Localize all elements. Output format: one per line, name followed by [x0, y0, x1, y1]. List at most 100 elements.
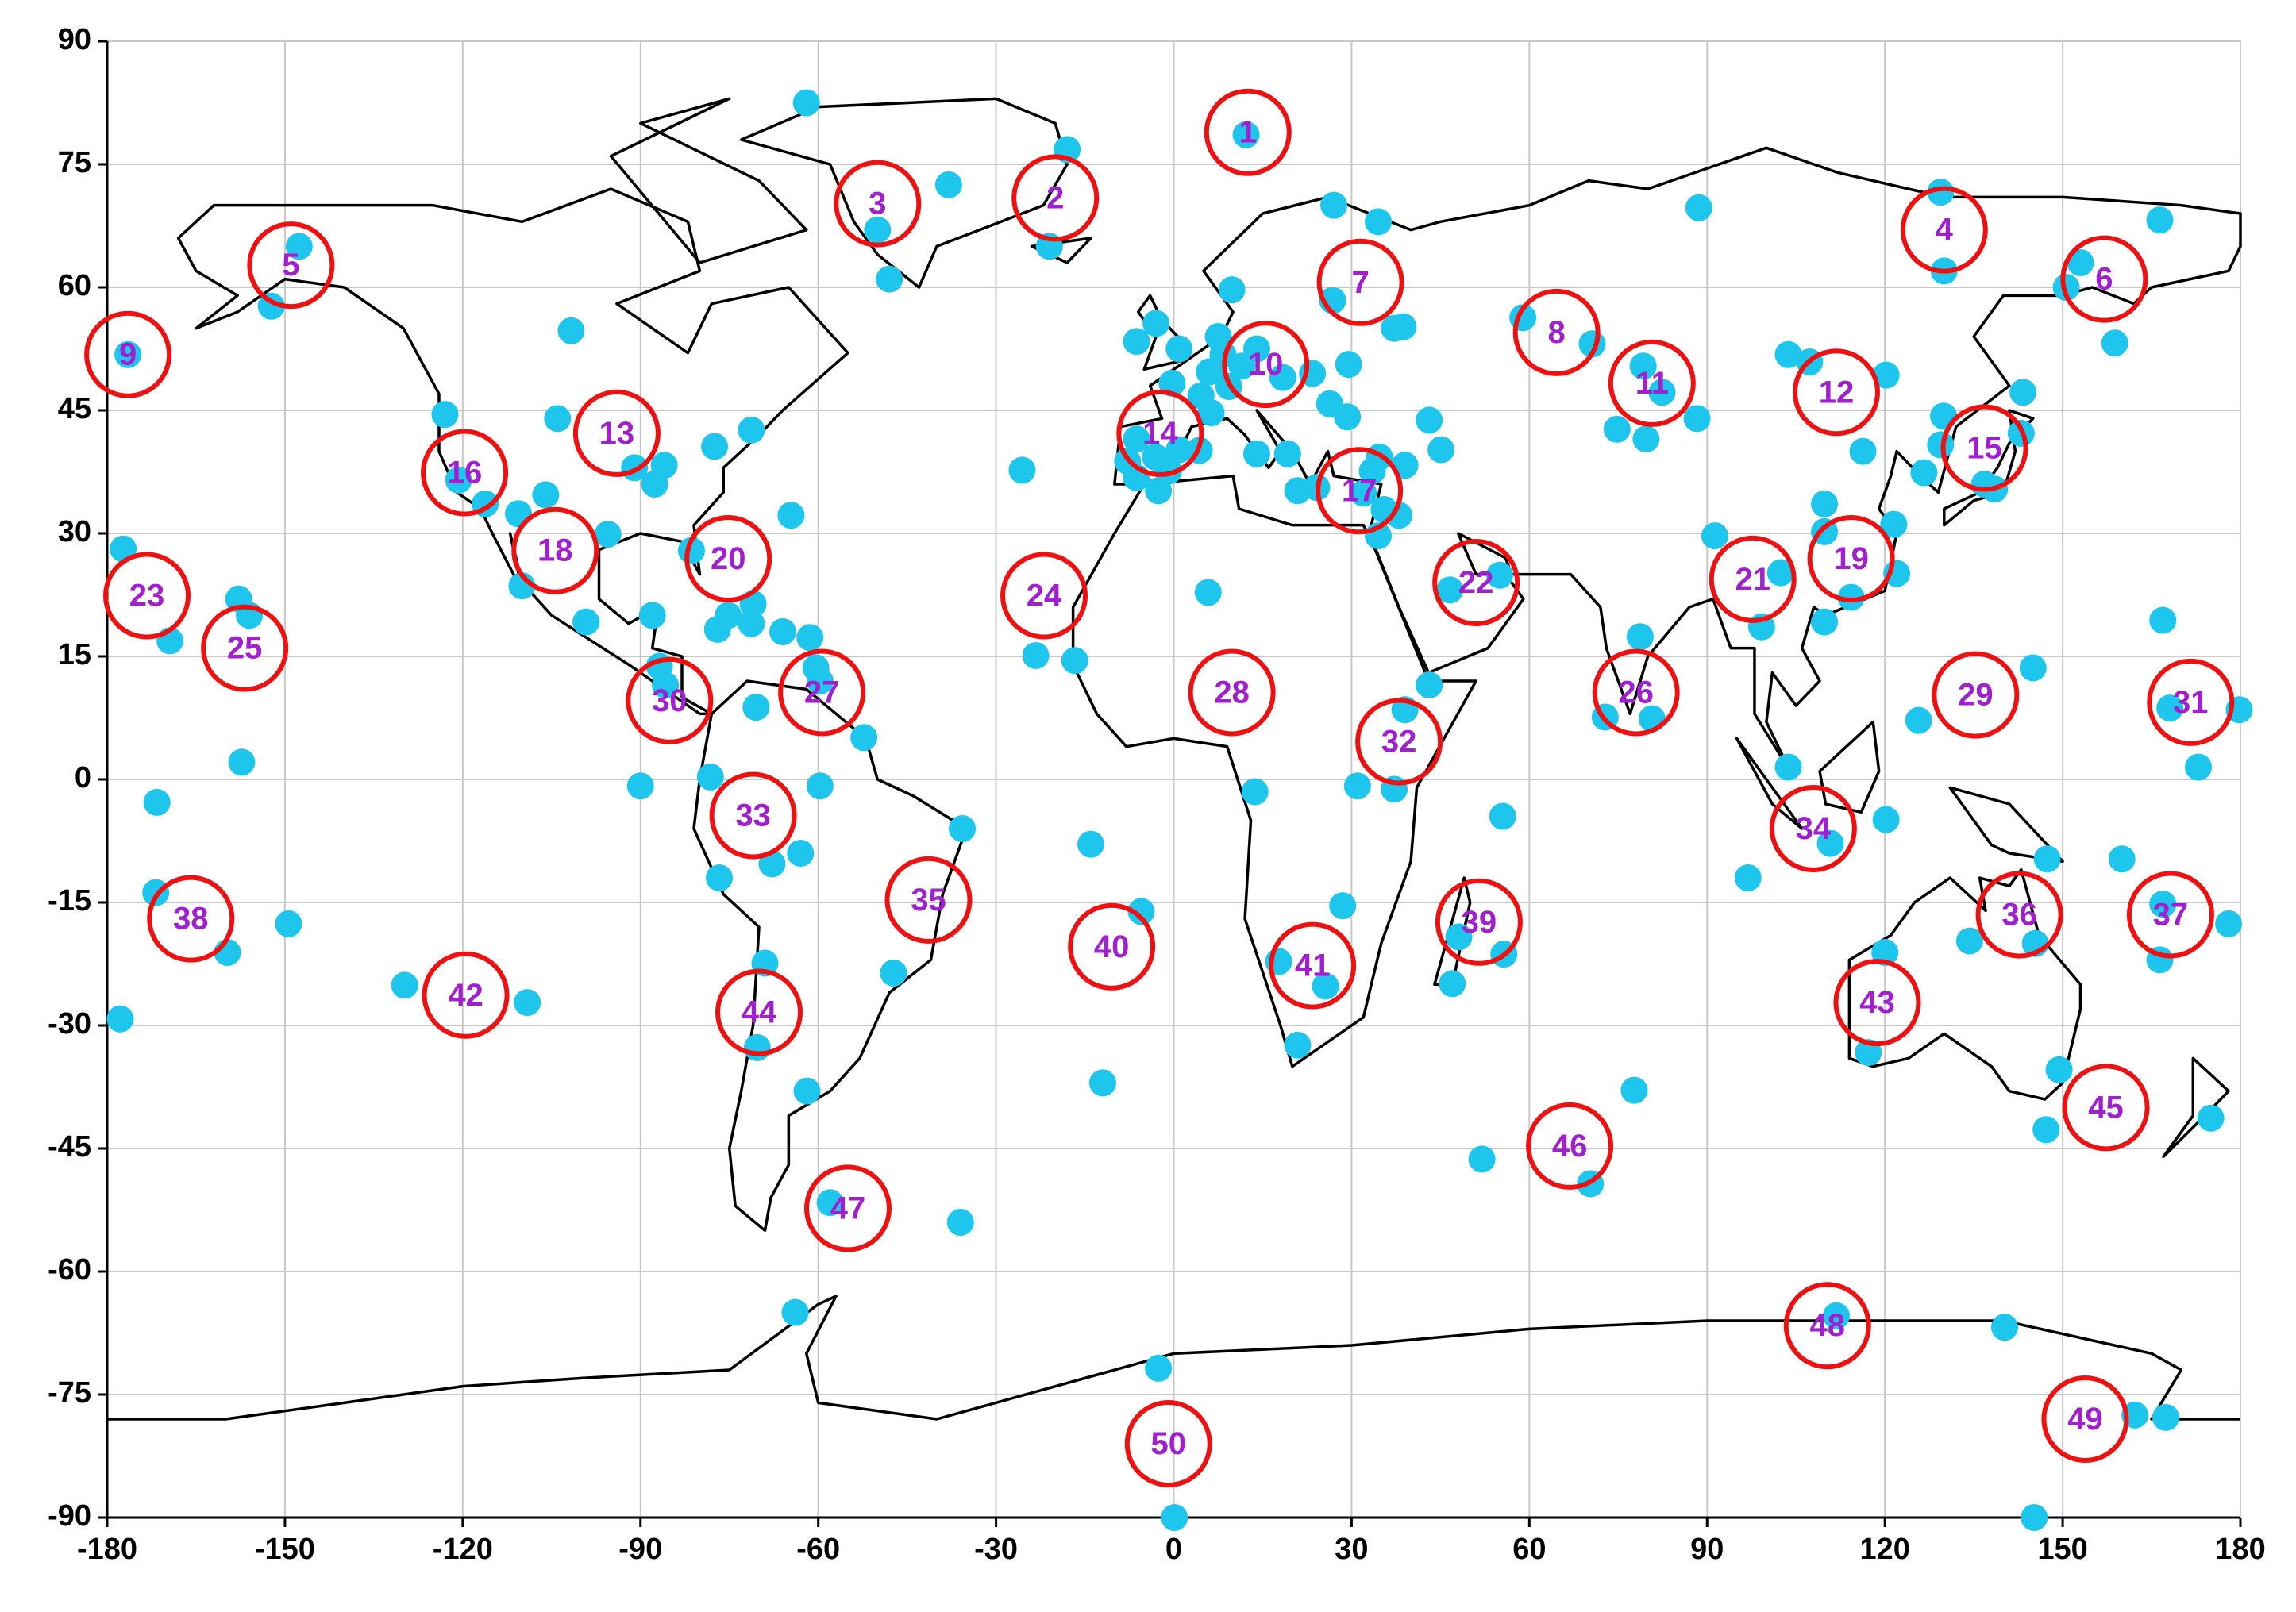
station-point — [2197, 1104, 2225, 1132]
site-label: 47 — [830, 1191, 866, 1225]
station-point — [1365, 208, 1393, 236]
station-point — [1626, 623, 1654, 651]
y-tick-label: 45 — [58, 392, 91, 425]
site-ring — [201, 604, 289, 692]
station-point — [1320, 191, 1348, 219]
site-ring — [2041, 1375, 2129, 1463]
site-ring — [1526, 1102, 1614, 1190]
site-ring — [1592, 648, 1680, 737]
site-ring — [1222, 321, 1310, 409]
station-point — [934, 171, 962, 198]
station-point — [2019, 654, 2047, 682]
station-point — [1872, 361, 1900, 389]
site-label: 29 — [1958, 678, 1994, 713]
site-label: 50 — [1151, 1426, 1187, 1461]
site-ring — [1269, 921, 1357, 1010]
site-label: 38 — [173, 902, 209, 937]
site-label: 34 — [1796, 811, 1832, 846]
station-point — [806, 772, 834, 800]
site-ring — [1204, 88, 1292, 176]
station-point — [1486, 561, 1514, 589]
site-label: 8 — [1548, 315, 1566, 350]
station-point — [1849, 437, 1877, 465]
site-label: 40 — [1094, 929, 1130, 964]
station-point — [1468, 1145, 1496, 1173]
y-tick-label: -45 — [48, 1130, 91, 1164]
station-point — [2101, 329, 2128, 357]
station-point — [1910, 459, 1938, 487]
station-point — [514, 989, 541, 1017]
station-point — [1774, 753, 1802, 781]
station-point — [1358, 457, 1386, 485]
station-point — [1905, 706, 1932, 734]
site-label: 16 — [447, 456, 483, 491]
station-point — [946, 1209, 974, 1236]
site-label: 2 — [1046, 180, 1064, 215]
station-point — [701, 433, 729, 460]
site-label: 36 — [2001, 898, 2037, 933]
station-point — [2149, 891, 2177, 918]
station-point — [1629, 352, 1657, 380]
site-ring — [1940, 404, 2028, 492]
station-point — [1273, 440, 1301, 467]
site-label: 44 — [742, 995, 777, 1029]
station-point — [1343, 772, 1371, 800]
site-label: 27 — [804, 675, 840, 710]
site-label: 41 — [1295, 948, 1331, 983]
station-point — [1335, 351, 1362, 379]
station-point — [143, 788, 171, 816]
site-label: 33 — [735, 798, 771, 833]
station-point — [557, 317, 585, 344]
station-point — [2152, 1403, 2179, 1431]
station-point — [1427, 436, 1455, 464]
station-point — [572, 608, 600, 636]
y-tick-label: 0 — [75, 761, 91, 794]
site-ring — [247, 221, 335, 310]
station-point — [1077, 830, 1105, 858]
station-point — [1197, 399, 1225, 427]
x-tick-label: -30 — [974, 1533, 1018, 1566]
station-point — [1389, 313, 1417, 340]
site-ring — [1833, 959, 1921, 1047]
y-tick-label: 60 — [58, 269, 91, 302]
station-point — [2215, 910, 2243, 937]
station-point — [806, 667, 834, 694]
station-point — [1088, 1069, 1116, 1097]
site-label: 19 — [1833, 541, 1869, 576]
site-label: 12 — [1819, 375, 1855, 410]
station-point — [864, 216, 892, 244]
station-point — [1284, 477, 1312, 505]
station-point — [1439, 970, 1466, 998]
site-ring — [1932, 651, 2020, 739]
station-point — [1816, 829, 1844, 857]
site-label: 25 — [227, 631, 263, 666]
station-point — [638, 602, 666, 629]
station-point — [792, 89, 820, 117]
station-point — [2108, 845, 2136, 873]
site-label: 20 — [711, 541, 746, 576]
station-point — [1416, 671, 1443, 699]
station-point — [1603, 415, 1631, 443]
y-tick-label: -75 — [48, 1376, 91, 1410]
station-point — [1242, 335, 1270, 363]
station-point — [431, 401, 459, 429]
station-point — [1701, 522, 1728, 550]
y-tick-label: 30 — [58, 515, 91, 548]
station-point — [1880, 510, 1908, 538]
x-tick-label: 30 — [1335, 1533, 1368, 1566]
station-point — [1123, 328, 1150, 356]
station-point — [793, 1077, 821, 1105]
site-label: 18 — [537, 533, 573, 568]
x-tick-label: -60 — [796, 1533, 840, 1566]
x-tick-label: 0 — [1165, 1533, 1182, 1566]
site-label: 6 — [2095, 262, 2113, 297]
site-ring — [1068, 902, 1156, 991]
station-point — [816, 1189, 844, 1217]
station-point — [1194, 579, 1222, 606]
station-point — [1837, 583, 1865, 611]
x-tick-label: -120 — [433, 1533, 493, 1566]
station-point — [706, 864, 734, 891]
site-label: 9 — [119, 337, 137, 372]
